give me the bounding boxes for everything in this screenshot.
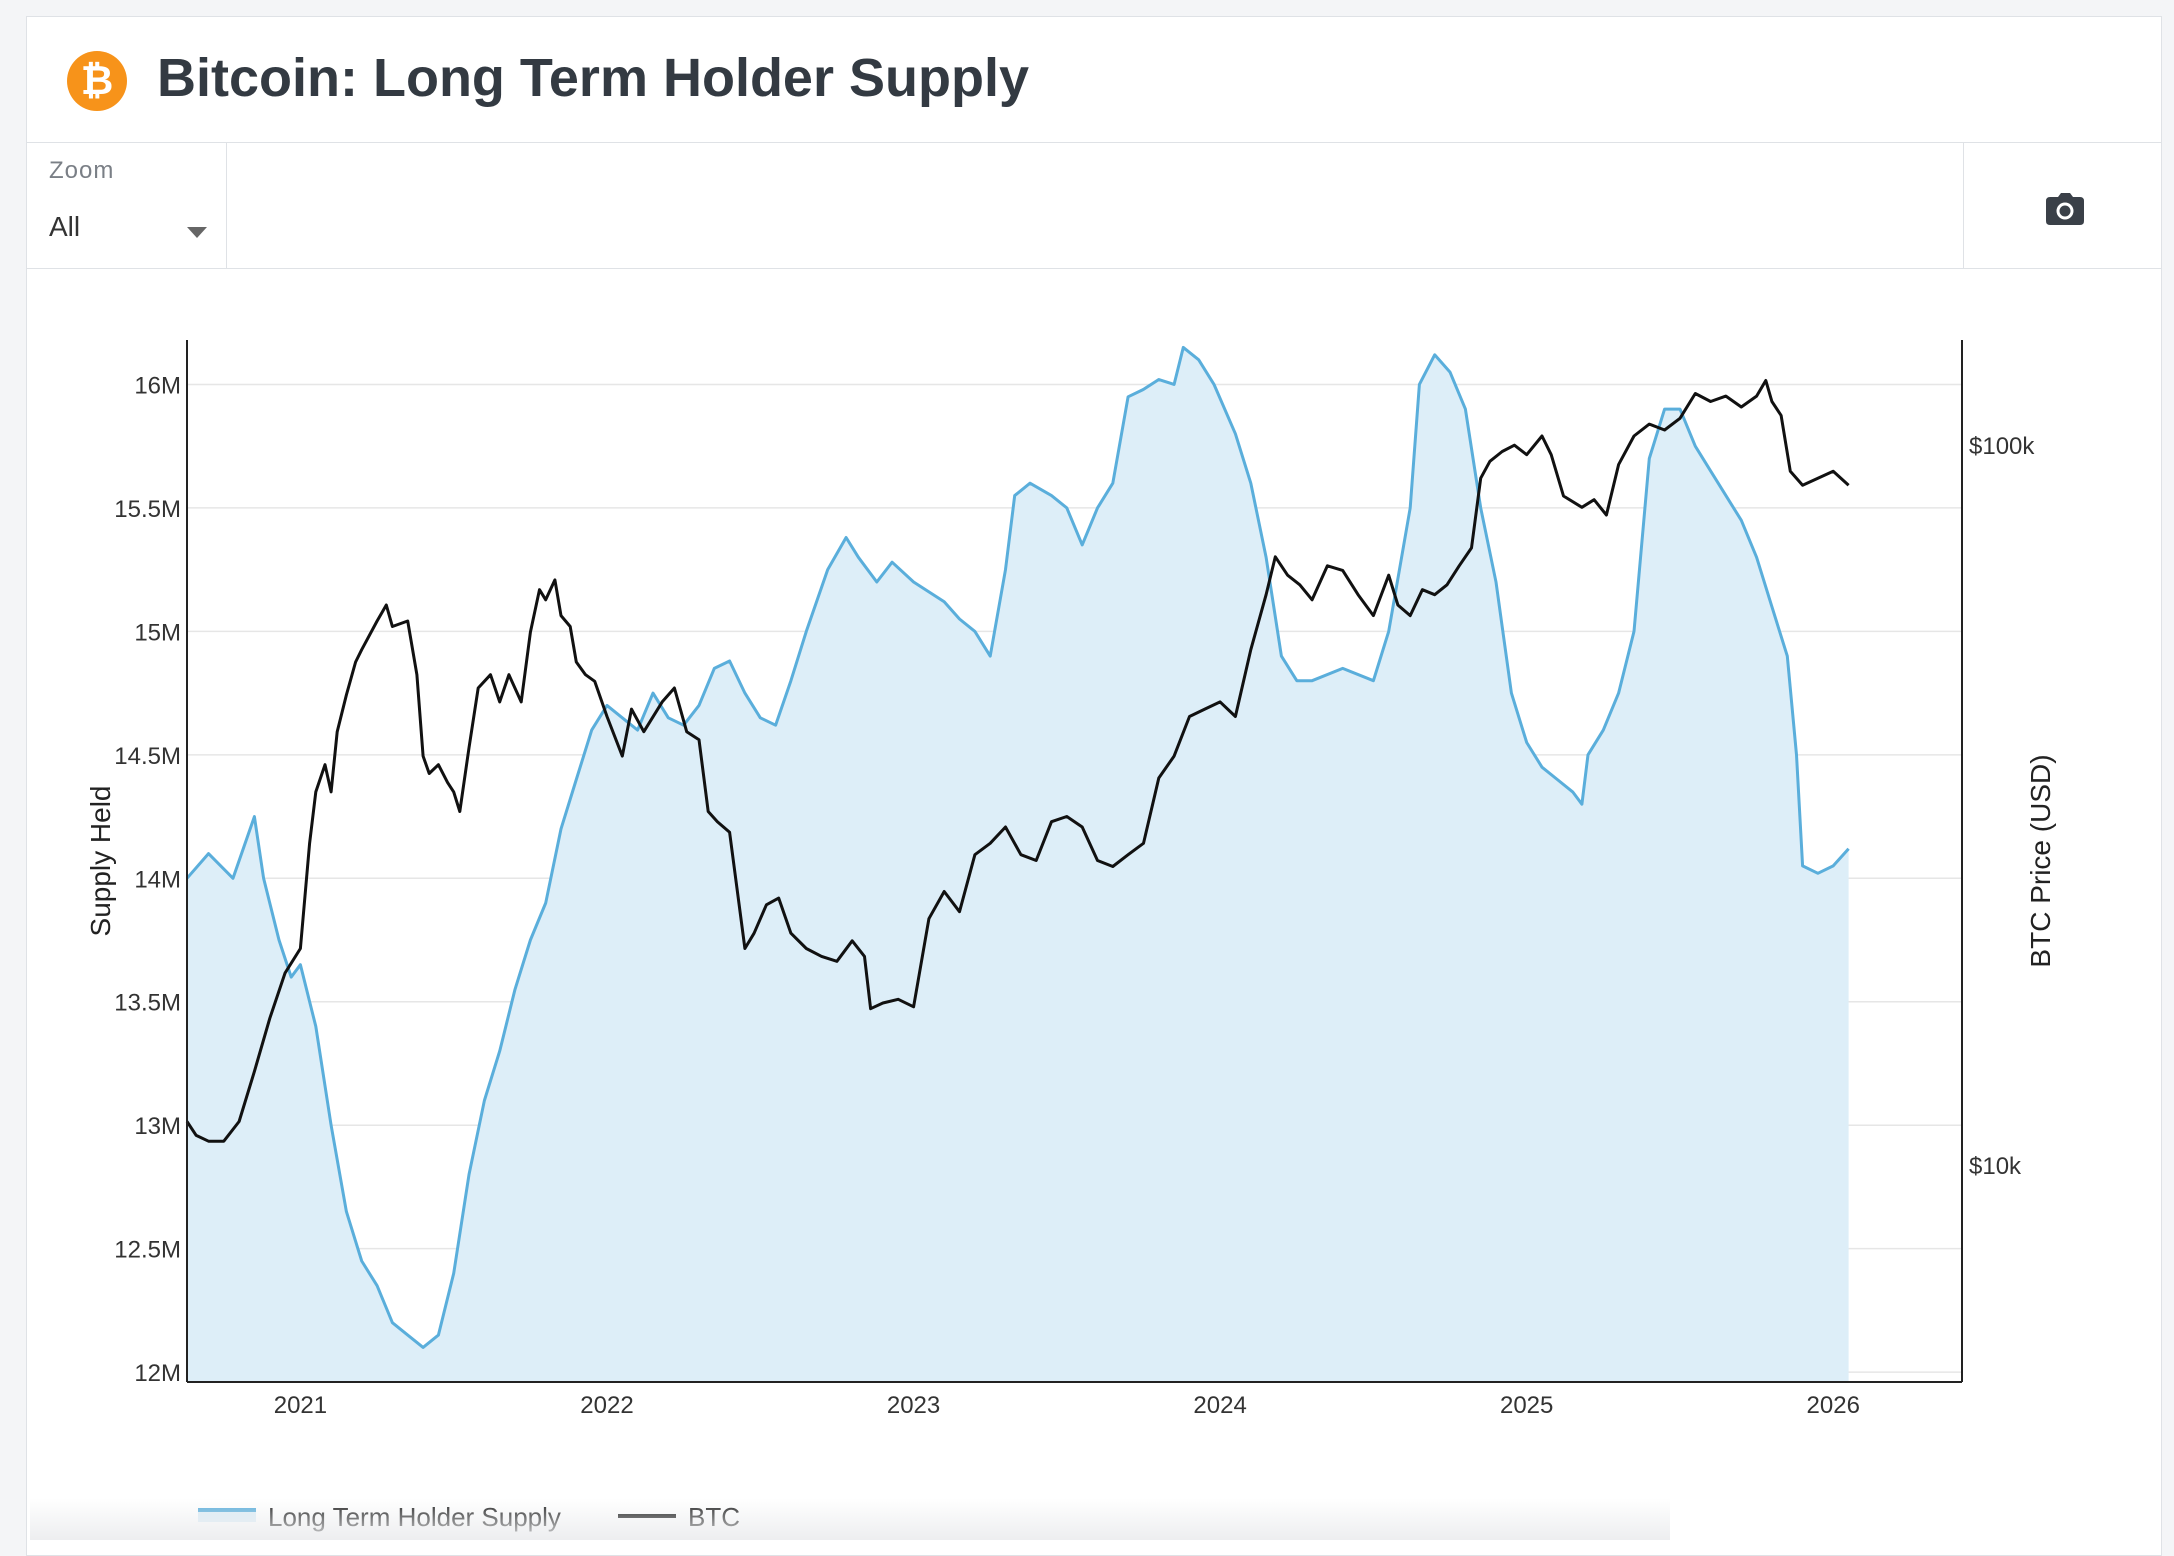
y-left-tick-label: 13.5M [114,990,181,1017]
axes-frame [186,340,1963,1383]
y-left-tick-label: 15M [134,619,181,646]
chart-header: ₿ Bitcoin: Long Term Holder Supply [27,17,2161,143]
page-title: Bitcoin: Long Term Holder Supply [157,48,1029,108]
legend-shadow [30,1498,1670,1540]
x-tick-label: 2024 [1193,1392,1246,1419]
zoom-value: All [49,211,81,242]
y-left-tick-label: 16M [134,372,181,399]
camera-icon [2046,193,2084,225]
y-right-ticks: $10k $100k [1969,433,2035,1180]
y-left-tick-label: 14M [134,866,181,893]
x-tick-label: 2026 [1807,1392,1860,1419]
y-right-axis-title: BTC Price (USD) [2025,754,2056,967]
x-tick-label: 2021 [274,1392,327,1419]
y-left-tick-label: 12M [134,1360,181,1387]
y-left-tick-label: 12.5M [114,1237,181,1264]
supply-line [185,345,1850,1349]
y-right-tick-label: $100k [1969,433,2035,460]
y-left-tick-label: 13M [134,1113,181,1140]
chevron-down-icon [187,227,207,238]
x-ticks: 2021 2022 2023 2024 2025 2026 [274,1392,1860,1419]
y-right-tick-label: $10k [1969,1153,2022,1180]
bitcoin-logo-icon: ₿ [67,51,127,111]
y-left-tick-label: 15.5M [114,496,181,523]
supply-area-fill [187,347,1849,1382]
x-tick-label: 2025 [1500,1392,1553,1419]
chart-toolbar: Zoom All [27,143,2161,269]
zoom-label: Zoom [49,157,115,184]
zoom-select[interactable]: Zoom All [27,143,227,268]
y-left-tick-label: 14.5M [114,743,181,770]
y-left-axis-title: Supply Held [85,786,116,937]
btc-price-line [185,379,1850,1143]
y-left-ticks: 12M 12.5M 13M 13.5M 14M 14.5M 15M 15.5M 16M [114,372,181,1387]
download-image-button[interactable] [1963,143,2161,268]
x-tick-label: 2023 [887,1392,940,1419]
x-tick-label: 2022 [580,1392,633,1419]
